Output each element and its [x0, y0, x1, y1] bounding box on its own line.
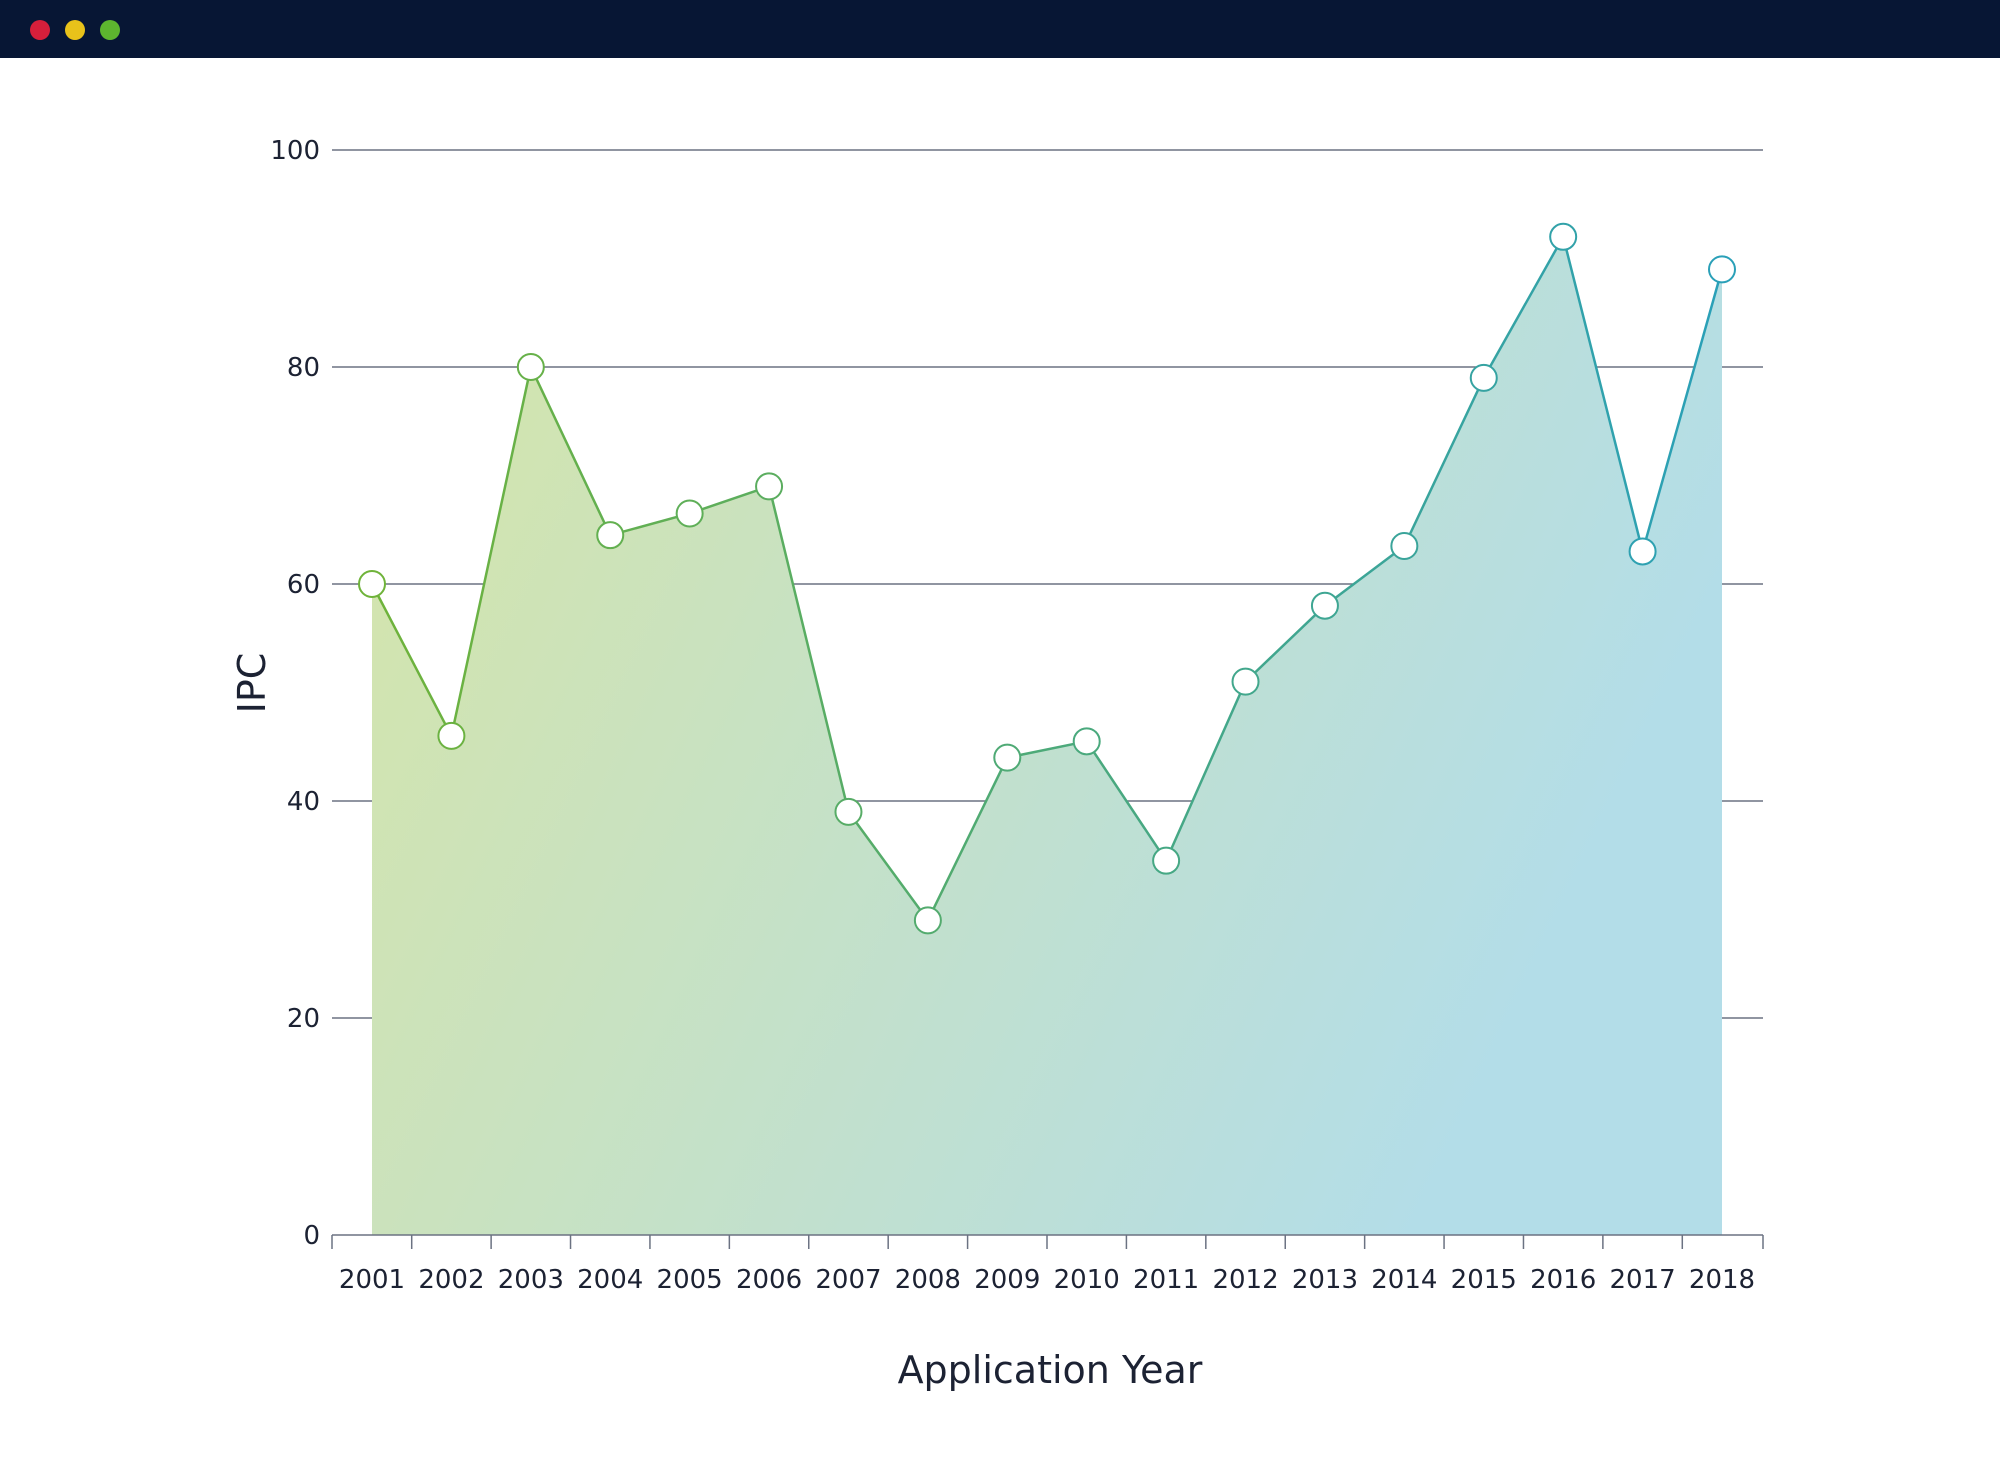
x-axis-tick-labels: 2001 2002 2003 2004 2005 2006 2007 2008 2009 2010…: [339, 1265, 1755, 1295]
data-point-2013[interactable]: [1312, 593, 1338, 619]
data-point-2009[interactable]: [994, 745, 1020, 771]
x-tick-label-2011: 2011: [1133, 1265, 1199, 1295]
close-window-button[interactable]: [30, 20, 50, 40]
data-point-2014[interactable]: [1391, 533, 1417, 559]
y-tick-label-80: 80: [287, 353, 320, 383]
x-tick-label-2007: 2007: [815, 1265, 881, 1295]
chart-container: 020406080100 200120022003200420052006200…: [0, 58, 2000, 1464]
data-point-2005[interactable]: [677, 500, 703, 526]
x-tick-label-2009: 2009: [974, 1265, 1040, 1295]
x-axis: [332, 1235, 1763, 1249]
area-shape: [372, 237, 1722, 1235]
x-tick-label-2006: 2006: [736, 1265, 802, 1295]
y-tick-label-100: 100: [270, 136, 320, 166]
x-tick-label-2002: 2002: [418, 1265, 484, 1295]
data-point-2017[interactable]: [1630, 538, 1656, 564]
y-tick-label-0: 0: [303, 1221, 320, 1251]
x-tick-label-2012: 2012: [1212, 1265, 1278, 1295]
data-point-2001[interactable]: [359, 571, 385, 597]
maximize-window-button[interactable]: [100, 20, 120, 40]
x-tick-label-2017: 2017: [1610, 1265, 1676, 1295]
x-tick-label-2008: 2008: [895, 1265, 961, 1295]
title-bar: [0, 0, 2000, 58]
x-tick-label-2018: 2018: [1689, 1265, 1755, 1295]
y-axis-tick-labels: 0 20 40 60 80 100: [270, 136, 320, 1251]
x-tick-label-2005: 2005: [657, 1265, 723, 1295]
x-tick-label-2015: 2015: [1451, 1265, 1517, 1295]
data-point-2010[interactable]: [1074, 728, 1100, 754]
data-point-2016[interactable]: [1550, 224, 1576, 250]
data-point-2003[interactable]: [518, 354, 544, 380]
y-tick-label-60: 60: [287, 570, 320, 600]
x-axis-title: Application Year: [898, 1348, 1203, 1392]
data-point-2002[interactable]: [438, 723, 464, 749]
y-tick-label-40: 40: [287, 787, 320, 817]
x-tick-label-2003: 2003: [498, 1265, 564, 1295]
area-fill: [372, 237, 1722, 1235]
data-point-2011[interactable]: [1153, 848, 1179, 874]
data-point-2007[interactable]: [835, 799, 861, 825]
x-tick-label-2014: 2014: [1371, 1265, 1437, 1295]
y-tick-label-20: 20: [287, 1004, 320, 1034]
data-point-2015[interactable]: [1471, 365, 1497, 391]
area-chart: 020406080100 200120022003200420052006200…: [0, 58, 2000, 1464]
data-point-2018[interactable]: [1709, 256, 1735, 282]
x-tick-label-2001: 2001: [339, 1265, 405, 1295]
x-tick-label-2010: 2010: [1054, 1265, 1120, 1295]
minimize-window-button[interactable]: [65, 20, 85, 40]
data-point-2006[interactable]: [756, 473, 782, 499]
x-tick-label-2016: 2016: [1530, 1265, 1596, 1295]
data-point-2012[interactable]: [1233, 669, 1259, 695]
data-point-2008[interactable]: [915, 907, 941, 933]
x-tick-label-2004: 2004: [577, 1265, 643, 1295]
data-point-2004[interactable]: [597, 522, 623, 548]
y-axis-title: IPC: [230, 653, 274, 714]
x-tick-label-2013: 2013: [1292, 1265, 1358, 1295]
